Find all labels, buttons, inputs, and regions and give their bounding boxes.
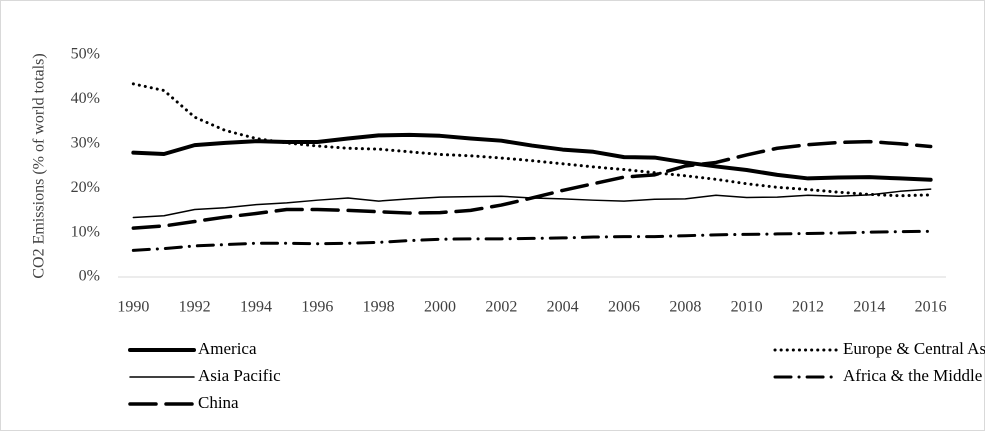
y-axis-label: CO2 Emissions (% of world totals) (31, 53, 48, 278)
series-line (131, 139, 933, 230)
y-tick-label: 0% (79, 268, 100, 285)
legend-label: Asia Pacific (198, 366, 281, 385)
x-tick-label: 1996 (301, 299, 333, 316)
x-tick-label: 2008 (669, 299, 701, 316)
y-tick-label: 50% (71, 46, 100, 63)
y-tick-label: 30% (71, 134, 100, 151)
legend-label: China (198, 393, 239, 412)
legend-label: Europe & Central Asia (843, 339, 985, 358)
series-line (131, 229, 933, 252)
x-tick-label: 2004 (547, 299, 579, 316)
x-tick-label: 2000 (424, 299, 456, 316)
x-tick-label: 1992 (179, 299, 211, 316)
x-tick-label: 2002 (485, 299, 517, 316)
x-tick-label: 2010 (731, 299, 763, 316)
legend-label: America (198, 339, 257, 358)
x-tick-label: 1990 (117, 299, 149, 316)
legend-label: Africa & the Middle East (843, 366, 985, 385)
x-tick-label: 2006 (608, 299, 640, 316)
x-tick-label: 2016 (915, 299, 947, 316)
y-tick-label: 40% (71, 90, 100, 107)
y-tick-label: 20% (71, 179, 100, 196)
x-tick-label: 1994 (240, 299, 272, 316)
y-tick-label: 10% (71, 223, 100, 240)
x-tick-label: 1998 (363, 299, 395, 316)
x-tick-label: 2014 (853, 299, 885, 316)
x-tick-label: 2012 (792, 299, 824, 316)
series-line (131, 82, 933, 198)
series-line (131, 132, 933, 182)
